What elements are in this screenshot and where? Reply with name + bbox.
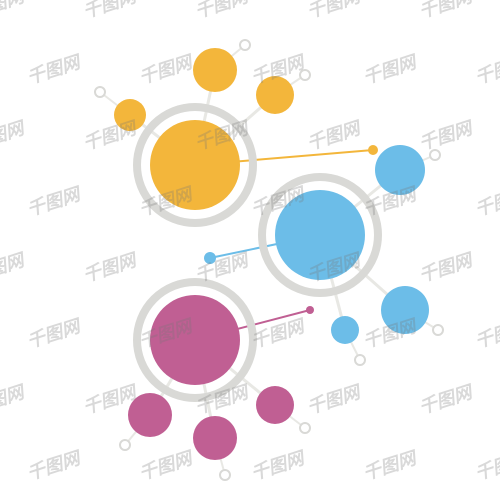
satellite-node xyxy=(256,76,294,114)
watermark-text: 千图网 xyxy=(303,378,362,419)
end-node xyxy=(219,469,231,481)
watermark-text: 千图网 xyxy=(23,444,82,485)
watermark-text: 千图网 xyxy=(415,378,474,419)
watermark-text: 千图网 xyxy=(471,444,500,485)
satellite-node xyxy=(114,99,146,131)
end-node xyxy=(119,439,131,451)
watermark-text: 千图网 xyxy=(471,48,500,89)
end-node xyxy=(429,149,441,161)
watermark-text: 千图网 xyxy=(0,246,27,287)
watermark-text: 千图网 xyxy=(0,114,27,155)
watermark-text: 千图网 xyxy=(359,444,418,485)
satellite-node xyxy=(375,145,425,195)
end-node xyxy=(239,39,251,51)
end-node xyxy=(299,69,311,81)
diagram-stage: 千图网千图网千图网千图网千图网千图网千图网千图网千图网千图网千图网千图网千图网千… xyxy=(0,0,500,500)
satellite-node xyxy=(306,306,314,314)
watermark-text: 千图网 xyxy=(79,246,138,287)
watermark-text: 千图网 xyxy=(415,246,474,287)
hub-core xyxy=(150,295,240,385)
watermark-text: 千图网 xyxy=(415,114,474,155)
watermark-text: 千图网 xyxy=(303,0,362,24)
watermark-text: 千图网 xyxy=(359,48,418,89)
satellite-node xyxy=(381,286,429,334)
satellite-node xyxy=(193,48,237,92)
watermark-text: 千图网 xyxy=(471,180,500,221)
watermark-text: 千图网 xyxy=(0,378,27,419)
watermark-text: 千图网 xyxy=(135,444,194,485)
edge-layer xyxy=(0,0,500,500)
end-node xyxy=(432,324,444,336)
watermark-text: 千图网 xyxy=(23,48,82,89)
satellite-node xyxy=(368,145,378,155)
watermark-text: 千图网 xyxy=(471,312,500,353)
watermark-text: 千图网 xyxy=(23,312,82,353)
end-node xyxy=(94,86,106,98)
hub-core xyxy=(150,120,240,210)
end-node xyxy=(354,354,366,366)
satellite-node xyxy=(128,393,172,437)
watermark-text: 千图网 xyxy=(303,114,362,155)
satellite-node xyxy=(331,316,359,344)
end-node xyxy=(299,422,311,434)
watermark-text: 千图网 xyxy=(247,444,306,485)
watermark-text: 千图网 xyxy=(135,48,194,89)
satellite-node xyxy=(256,386,294,424)
watermark-text: 千图网 xyxy=(191,0,250,24)
watermark-text: 千图网 xyxy=(0,0,27,24)
satellite-node xyxy=(193,416,237,460)
satellite-node xyxy=(204,252,216,264)
watermark-text: 千图网 xyxy=(23,180,82,221)
watermark-text: 千图网 xyxy=(415,0,474,24)
hub-core xyxy=(275,190,365,280)
watermark-text: 千图网 xyxy=(79,0,138,24)
